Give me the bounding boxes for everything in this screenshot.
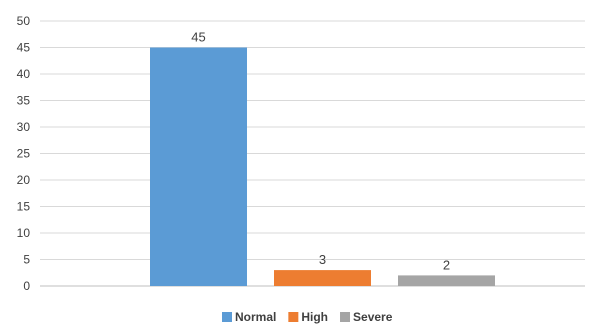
y-tick-label: 15: [17, 200, 31, 214]
data-labels: 45 3 2: [191, 30, 450, 273]
data-label-severe: 2: [443, 257, 450, 272]
legend-label-normal: Normal: [235, 310, 276, 324]
legend-label-high: High: [301, 310, 328, 324]
gridlines: [40, 20, 585, 260]
y-tick-label: 10: [17, 226, 31, 240]
y-tick-label: 20: [17, 173, 31, 187]
legend-label-severe: Severe: [353, 310, 393, 324]
y-tick-label: 30: [17, 120, 31, 134]
y-tick-label: 35: [17, 94, 31, 108]
legend-swatch-normal: [222, 312, 232, 322]
legend-swatch-high: [288, 312, 299, 322]
data-label-normal: 45: [191, 30, 205, 45]
bar-high: [274, 270, 371, 286]
data-label-high: 3: [319, 252, 326, 267]
y-tick-label: 45: [17, 41, 31, 55]
y-tick-label: 40: [17, 67, 31, 81]
legend-swatch-severe: [340, 312, 351, 322]
bars: [150, 47, 495, 286]
y-tick-label: 5: [23, 253, 30, 267]
bar-severe: [398, 275, 495, 286]
y-axis-tick-labels: 0 5 10 15 20 25 30 35 40 45 50: [17, 14, 31, 293]
bar-normal: [150, 47, 247, 286]
y-tick-label: 0: [23, 279, 30, 293]
y-tick-label: 25: [17, 147, 31, 161]
y-tick-label: 50: [17, 14, 31, 28]
legend: Normal High Severe: [222, 310, 393, 324]
